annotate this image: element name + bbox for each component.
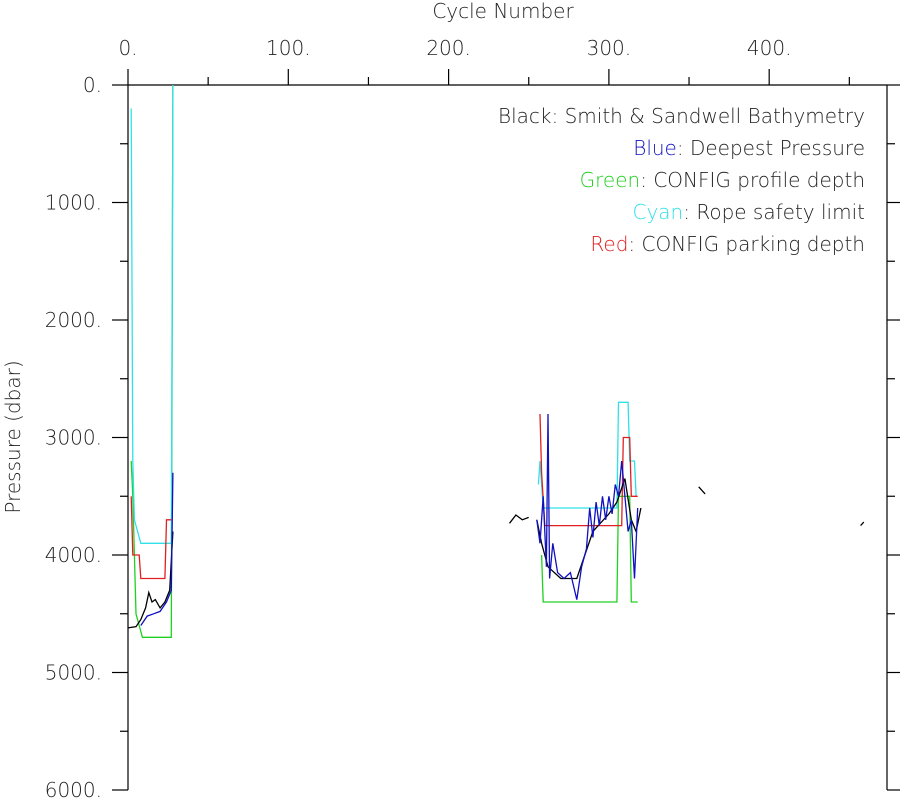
legend-separator: : — [640, 168, 653, 192]
legend-color-word: Blue — [633, 136, 677, 160]
y-tick-label: 1000. — [45, 191, 102, 215]
y-tick-label: 2000. — [45, 308, 102, 332]
legend-entry: Red: CONFIG parking depth — [590, 232, 865, 256]
x-tick-label: 0. — [118, 36, 137, 60]
legend-entry: Blue: Deepest Pressure — [633, 136, 865, 160]
y-tick-label: 5000. — [45, 661, 102, 685]
legend-entry: Cyan: Rope safety limit — [633, 200, 866, 224]
x-axis-label: Cycle Number — [432, 0, 574, 23]
series-line — [127, 478, 865, 629]
y-tick-label: 6000. — [45, 778, 102, 800]
legend-entry: Black: Smith & Sandwell Bathymetry — [498, 104, 865, 128]
legend-label: Smith & Sandwell Bathymetry — [565, 104, 865, 128]
y-axis-label: Pressure (dbar) — [1, 360, 25, 513]
series-line — [130, 413, 638, 580]
legend-color-word: Red — [590, 232, 628, 256]
legend-label: CONFIG parking depth — [642, 232, 866, 256]
legend-label: Rope safety limit — [696, 200, 865, 224]
legend-label: Deepest Pressure — [690, 136, 865, 160]
x-tick-label: 300. — [587, 36, 632, 60]
legend-separator: : — [683, 200, 696, 224]
y-tick-label: 3000. — [45, 426, 102, 450]
legend-entry: Green: CONFIG profile depth — [580, 168, 865, 192]
y-tick-label: 0. — [83, 73, 102, 97]
legend-separator: : — [677, 136, 690, 160]
series-line — [130, 84, 637, 544]
legend-color-word: Black — [498, 104, 552, 128]
x-tick-label: 200. — [426, 36, 471, 60]
legend-color-word: Green — [580, 168, 641, 192]
legend-separator: : — [628, 232, 641, 256]
legend-label: CONFIG profile depth — [653, 168, 865, 192]
x-tick-label: 400. — [747, 36, 792, 60]
series-line — [140, 413, 639, 626]
series-line — [130, 84, 638, 638]
y-tick-label: 4000. — [45, 543, 102, 567]
x-tick-label: 100. — [266, 36, 311, 60]
legend-separator: : — [551, 104, 564, 128]
legend-color-word: Cyan — [633, 200, 684, 224]
